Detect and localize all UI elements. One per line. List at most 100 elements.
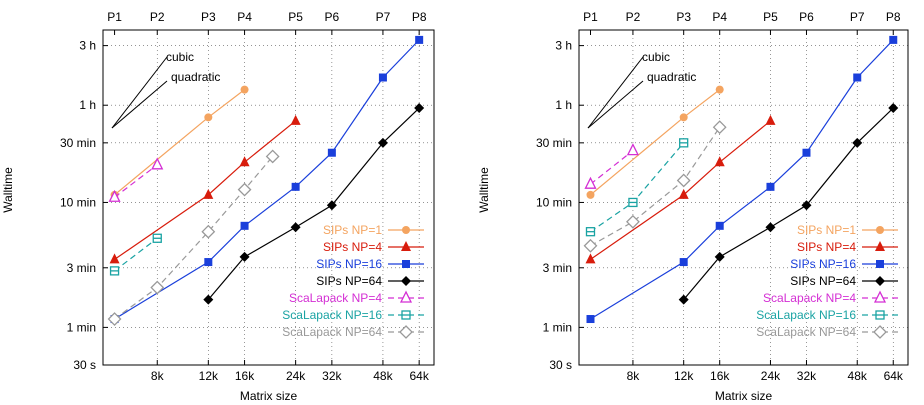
data-point (712, 120, 727, 135)
data-point (586, 190, 595, 199)
legend-swatch-marker (401, 310, 411, 320)
data-point (203, 188, 214, 199)
data-point (678, 294, 689, 305)
series-line (590, 150, 634, 185)
data-point (583, 238, 598, 253)
data-point (240, 221, 249, 230)
x-tick-label: 32k (322, 369, 342, 383)
y-axis-label: Walltime (477, 167, 491, 213)
x-tick-label: 16k (710, 369, 730, 383)
data-point (239, 251, 250, 262)
legend-label: ScaLapack NP=4 (289, 291, 382, 305)
data-point (679, 258, 688, 267)
series (584, 143, 639, 189)
data-point (585, 227, 596, 237)
legend-swatch-marker (873, 325, 887, 339)
series-line (114, 237, 158, 272)
data-point (801, 200, 812, 211)
legend-label: SIPs NP=4 (323, 240, 382, 254)
data-point (290, 114, 301, 125)
legend-label: SIPs NP=4 (797, 240, 856, 254)
x-axis-label: Matrix size (715, 389, 773, 403)
data-point (715, 221, 724, 230)
x-tick-label: 8k (151, 369, 165, 383)
top-tick-label: P6 (325, 10, 340, 24)
x-tick-label: 64k (409, 369, 429, 383)
annotation-cubic: cubic (166, 50, 194, 64)
legend-swatch-marker (875, 276, 885, 286)
series (585, 138, 689, 237)
annotation-quadratic: quadratic (647, 70, 696, 84)
y-tick-label: 1 min (543, 320, 572, 334)
data-point (714, 156, 725, 167)
y-tick-label: 3 min (543, 261, 572, 275)
data-point (152, 233, 162, 243)
legend-swatch-marker (399, 325, 413, 339)
top-tick-label: P4 (237, 10, 252, 24)
series (108, 157, 164, 202)
data-point (109, 253, 120, 264)
x-tick-label: 48k (373, 369, 393, 383)
legend-label: SIPs NP=1 (323, 223, 382, 237)
data-point (888, 103, 899, 114)
data-point (326, 200, 337, 211)
legend-label: ScaLapack NP=64 (756, 325, 856, 339)
y-tick-label: 10 min (60, 195, 96, 209)
chart-left: 8k 12k 16k 24k 32k 48k 64k 30 s 1 min 3 min 10 min… (1, 10, 435, 403)
data-point (265, 149, 280, 164)
x-tick-label: 8k (627, 369, 641, 383)
y-tick-label: 10 min (536, 195, 572, 209)
series-line (590, 120, 771, 260)
series (203, 103, 425, 305)
legend-swatch-marker (876, 226, 884, 234)
x-tick-label: 32k (797, 369, 817, 383)
legend-swatch-marker (875, 241, 885, 251)
data-point (109, 266, 120, 276)
series (586, 35, 898, 324)
annotation-cubic: cubic (642, 50, 670, 64)
data-point (889, 35, 898, 44)
y-tick-label: 30 s (73, 358, 96, 372)
y-axis-label: Walltime (1, 167, 15, 213)
series-line (207, 107, 420, 301)
data-point (203, 294, 214, 305)
x-tick-label: 24k (761, 369, 781, 383)
data-point (291, 182, 300, 191)
data-point (853, 73, 862, 82)
annotation-quadratic: quadratic (171, 70, 220, 84)
data-point (852, 137, 863, 148)
legend-swatch-marker (399, 290, 413, 303)
legend-label: SIPs NP=16 (790, 257, 856, 271)
y-tick-label: 30 min (536, 136, 572, 150)
legend-label: ScaLapack NP=16 (756, 308, 856, 322)
legend-swatch-marker (402, 226, 410, 234)
top-tick-label: P3 (676, 10, 691, 24)
legend: SIPs NP=1 SIPs NP=4 SIPs NP=16 SIPs NP=64 Sc… (756, 223, 898, 339)
data-point (240, 85, 249, 94)
data-point (626, 214, 640, 229)
data-point (715, 85, 724, 94)
data-point (204, 113, 213, 122)
series-line (114, 156, 274, 320)
top-tick-label: P5 (763, 10, 778, 24)
cubic-slope-line (587, 56, 644, 129)
data-point (151, 157, 164, 170)
y-tick-label: 3 h (79, 39, 96, 53)
data-point (802, 148, 811, 157)
legend-label: SIPs NP=64 (790, 274, 856, 288)
series-line (683, 107, 894, 301)
series (109, 233, 162, 276)
data-point (714, 251, 725, 262)
data-point (204, 258, 213, 267)
legend-label: ScaLapack NP=16 (282, 308, 382, 322)
data-point (378, 73, 387, 82)
y-tick-label: 1 h (79, 98, 96, 112)
top-tick-label: P6 (799, 10, 814, 24)
data-point (678, 188, 689, 199)
series (586, 85, 724, 199)
data-point (679, 113, 688, 122)
data-point (107, 312, 122, 326)
legend-label: ScaLapack NP=4 (763, 291, 856, 305)
data-point (377, 137, 388, 148)
